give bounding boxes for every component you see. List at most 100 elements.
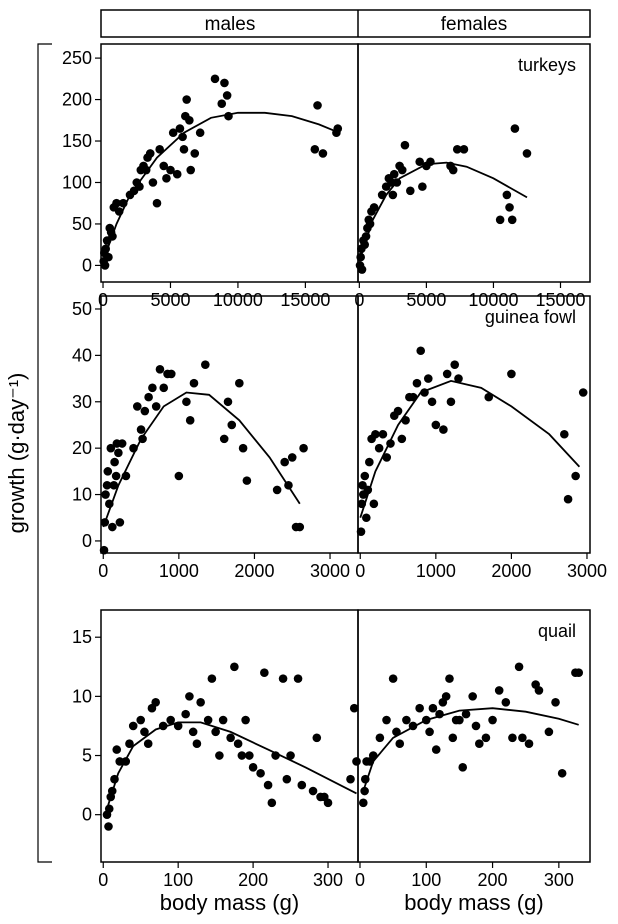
data-point (508, 733, 517, 743)
x-tick-label: 2000 (491, 561, 531, 581)
data-point (217, 99, 227, 109)
data-point (132, 402, 142, 411)
fit-curve (102, 111, 340, 262)
column-label: females (441, 14, 508, 35)
data-point (195, 128, 205, 138)
data-point (427, 397, 437, 407)
data-point (166, 369, 176, 379)
data-point (102, 480, 112, 490)
data-point (308, 786, 318, 796)
y-tick-label: 0 (82, 255, 92, 275)
data-point (441, 692, 451, 701)
data-point (382, 453, 392, 462)
data-point (237, 751, 247, 760)
data-point (155, 145, 164, 154)
data-point (563, 494, 573, 504)
x-tick-label: 2000 (234, 561, 274, 581)
panel-frame (357, 43, 591, 283)
fit-curve (359, 379, 581, 518)
x-axis-label: body mass (g) (160, 890, 299, 915)
data-point (502, 190, 512, 200)
data-point (220, 78, 229, 88)
data-point (174, 471, 184, 481)
panel-frame (100, 43, 359, 283)
data-point (488, 715, 497, 725)
data-point (313, 101, 322, 110)
data-point (374, 443, 384, 453)
data-point (159, 383, 169, 393)
data-point (431, 420, 441, 430)
data-point (226, 733, 235, 743)
x-tick-label: 300 (313, 870, 343, 890)
data-point (182, 95, 191, 104)
data-point (140, 727, 149, 737)
data-point (369, 499, 379, 509)
x-tick-label: 15000 (280, 290, 330, 310)
data-point (230, 662, 239, 672)
data-point (439, 425, 448, 434)
data-point (104, 822, 113, 831)
x-tick-label: 100 (163, 870, 193, 890)
data-point (446, 397, 456, 407)
x-tick-label: 100 (411, 870, 441, 890)
data-point (452, 145, 462, 154)
data-point (235, 378, 244, 388)
data-point (400, 140, 410, 150)
x-tick-label: 0 (98, 870, 108, 890)
y-tick-label: 20 (72, 438, 92, 458)
data-point (272, 485, 282, 495)
data-point (185, 692, 194, 701)
data-point (260, 668, 269, 678)
data-point (112, 745, 122, 754)
data-point (99, 545, 109, 555)
data-point (557, 768, 567, 778)
y-tick-label: 100 (62, 172, 92, 192)
data-point (389, 169, 399, 179)
data-point (415, 157, 424, 167)
data-point (248, 763, 258, 772)
data-point (233, 739, 243, 748)
data-point (455, 715, 464, 725)
data-point (125, 739, 134, 748)
y-tick-label: 30 (72, 392, 92, 412)
data-point (282, 774, 292, 784)
data-point (459, 145, 469, 154)
data-point (181, 709, 190, 719)
data-point (185, 416, 195, 425)
x-tick-label: 0 (98, 561, 108, 581)
data-point (454, 374, 463, 383)
data-point (103, 467, 113, 476)
x-tick-label: 5000 (406, 290, 446, 310)
panel-frame (357, 609, 591, 863)
panel-label: guinea fowl (485, 307, 576, 327)
fit-curve (362, 707, 579, 792)
data-point (518, 733, 527, 743)
data-point (140, 406, 150, 416)
x-tick-label: 200 (238, 870, 268, 890)
panel-frame (357, 295, 591, 554)
data-point (371, 429, 380, 439)
data-point (448, 165, 458, 175)
x-tick-label: 200 (478, 870, 508, 890)
data-point (352, 757, 361, 766)
data-point (203, 715, 213, 725)
data-point (297, 780, 307, 790)
data-point (145, 149, 155, 158)
fit-curve (102, 391, 301, 528)
y-tick-label: 40 (72, 345, 92, 365)
data-point (475, 739, 484, 748)
data-point (578, 388, 588, 397)
data-point (108, 522, 117, 532)
y-tick-label: 50 (72, 299, 92, 319)
x-tick-label: 0 (355, 561, 365, 581)
data-point (362, 513, 371, 523)
data-point (106, 443, 116, 453)
data-point (104, 252, 113, 262)
data-point (286, 751, 295, 760)
x-tick-label: 0 (354, 290, 364, 310)
data-point (148, 178, 158, 187)
data-point (415, 703, 424, 713)
data-point (278, 674, 288, 683)
data-point (280, 457, 289, 467)
